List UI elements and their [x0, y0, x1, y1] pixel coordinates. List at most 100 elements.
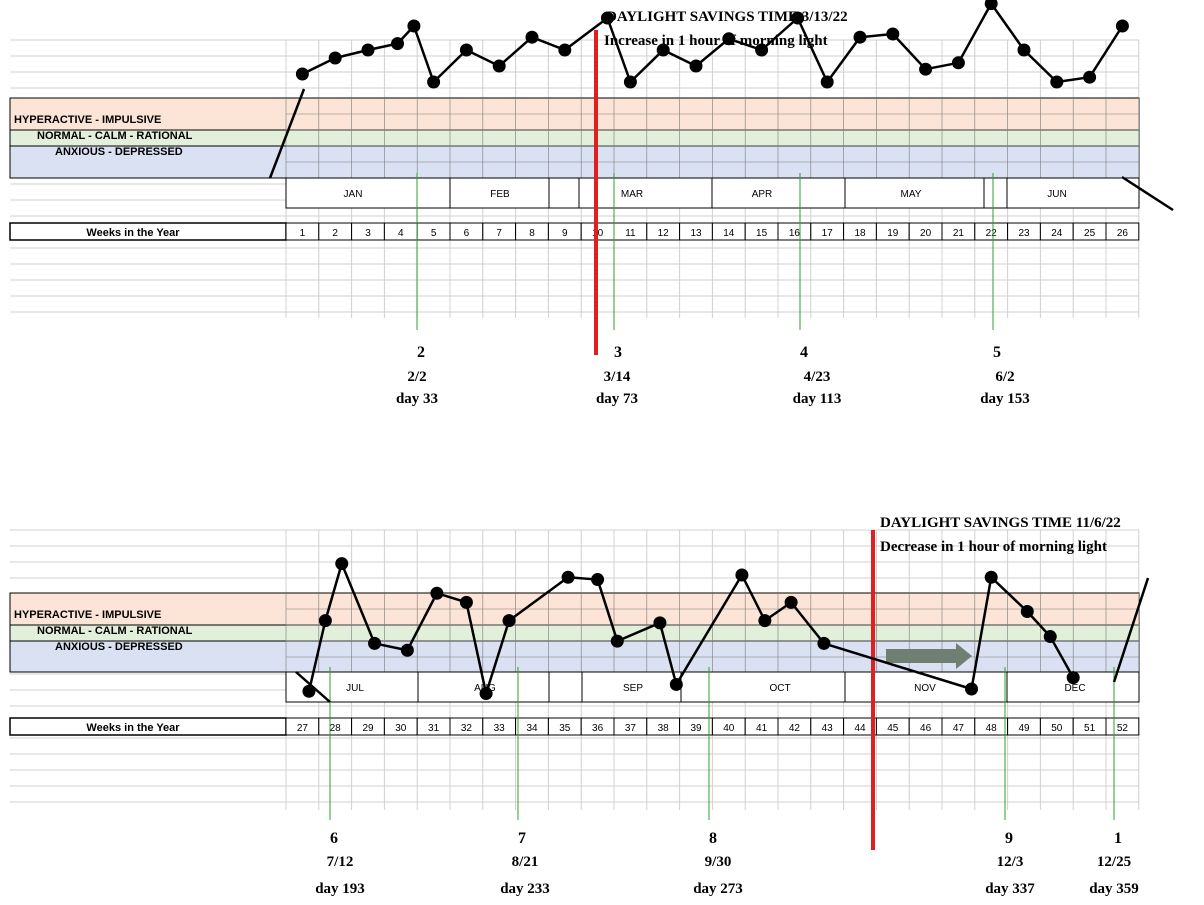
week-number: 23	[1018, 228, 1030, 239]
mood-point	[407, 19, 421, 33]
mood-point	[295, 67, 309, 81]
week-number: 45	[887, 723, 899, 734]
dst-title: DAYLIGHT SAVINGS TIME 3/13/22	[606, 9, 848, 25]
marker-number: 2	[417, 344, 425, 361]
month-label: NOV	[914, 683, 936, 694]
marker-number: 3	[614, 344, 622, 361]
mood-point	[886, 27, 900, 41]
mood-point	[689, 59, 703, 73]
week-number: 6	[464, 228, 470, 239]
month-label: JUL	[346, 683, 364, 694]
chart-panel-2: HYPERACTIVE - IMPULSIVE NORMAL - CALM - R…	[9, 515, 1150, 897]
week-number: 2	[332, 228, 338, 239]
band-label-normal: NORMAL - CALM - RATIONAL	[37, 130, 193, 142]
week-number: 52	[1117, 723, 1129, 734]
marker-date: 8/21	[512, 854, 539, 870]
mood-point	[459, 43, 473, 57]
month-label: APR	[752, 189, 773, 200]
series-lead-out	[1121, 175, 1174, 212]
mood-point	[817, 636, 831, 650]
mood-point	[965, 682, 979, 696]
dst-note: Increase in 1 hour of morning light	[604, 33, 828, 49]
mood-point	[758, 614, 772, 628]
week-number: 13	[690, 228, 702, 239]
mood-point	[853, 30, 867, 44]
marker-number: 5	[993, 344, 1001, 361]
mood-point	[558, 43, 572, 57]
mood-point	[669, 677, 683, 691]
mood-point	[820, 75, 834, 89]
week-number: 19	[887, 228, 899, 239]
marker-date: 4/23	[804, 369, 831, 385]
marker-day: day 193	[315, 881, 365, 897]
week-number: 41	[756, 723, 768, 734]
marker-number: 1	[1114, 830, 1122, 847]
marker-number: 7	[518, 830, 526, 847]
marker-day: day 33	[396, 391, 438, 407]
week-number: 17	[822, 228, 834, 239]
marker-day: day 113	[793, 391, 842, 407]
marker-date: 6/2	[995, 369, 1014, 385]
month-label: JAN	[344, 189, 363, 200]
mood-point	[430, 586, 444, 600]
week-number: 1	[300, 228, 306, 239]
mood-point	[335, 557, 349, 571]
week-number: 5	[431, 228, 437, 239]
mood-point	[653, 616, 667, 630]
week-number: 33	[494, 723, 506, 734]
dst-title: DAYLIGHT SAVINGS TIME 11/6/22	[880, 515, 1121, 531]
week-number: 37	[625, 723, 637, 734]
mood-point	[459, 595, 473, 609]
week-number: 44	[854, 723, 866, 734]
mood-point	[591, 573, 605, 587]
marker-number: 6	[330, 830, 338, 847]
marker-date: 3/14	[604, 369, 631, 385]
week-number: 42	[789, 723, 801, 734]
mood-point	[400, 643, 414, 657]
week-number: 21	[953, 228, 965, 239]
mood-point	[722, 32, 736, 46]
week-number: 39	[690, 723, 702, 734]
week-number: 4	[398, 228, 404, 239]
band-label-anxious: ANXIOUS - DEPRESSED	[55, 146, 183, 158]
week-cell	[1105, 222, 1140, 241]
month-row	[285, 671, 1140, 703]
month-label: MAR	[621, 189, 643, 200]
marker-date: 12/3	[997, 854, 1024, 870]
mood-point	[656, 43, 670, 57]
mood-point	[1043, 630, 1057, 644]
week-number: 3	[365, 228, 371, 239]
mood-point	[984, 570, 998, 584]
marker-day: day 273	[693, 881, 743, 897]
mood-point	[1083, 70, 1097, 84]
series-lead-out	[1112, 577, 1150, 683]
mood-point	[328, 51, 342, 65]
week-number: 31	[428, 723, 440, 734]
dst-note: Decrease in 1 hour of morning light	[880, 539, 1107, 555]
week-number: 16	[789, 228, 801, 239]
weeks-header-label: Weeks in the Year	[86, 227, 180, 239]
mood-point	[427, 75, 441, 89]
weeks-header-label: Weeks in the Year	[86, 722, 180, 734]
mood-point	[479, 687, 493, 701]
mood-point	[1066, 671, 1080, 685]
month-label: FEB	[490, 189, 510, 200]
mood-point	[600, 11, 614, 25]
marker-day: day 359	[1089, 881, 1139, 897]
week-number: 26	[1117, 228, 1129, 239]
mood-point	[492, 59, 506, 73]
marker-date: 12/25	[1097, 854, 1131, 870]
marker-date: 2/2	[407, 369, 426, 385]
band-label-anxious: ANXIOUS - DEPRESSED	[55, 641, 183, 653]
week-number: 49	[1018, 723, 1030, 734]
mood-point	[735, 568, 749, 582]
marker-date: 9/30	[705, 854, 732, 870]
week-number: 50	[1051, 723, 1063, 734]
mood-point	[919, 62, 933, 76]
week-number: 9	[562, 228, 568, 239]
mood-point	[610, 634, 624, 648]
week-number: 35	[559, 723, 571, 734]
month-label: DEC	[1064, 683, 1085, 694]
marker-number: 9	[1005, 830, 1013, 847]
